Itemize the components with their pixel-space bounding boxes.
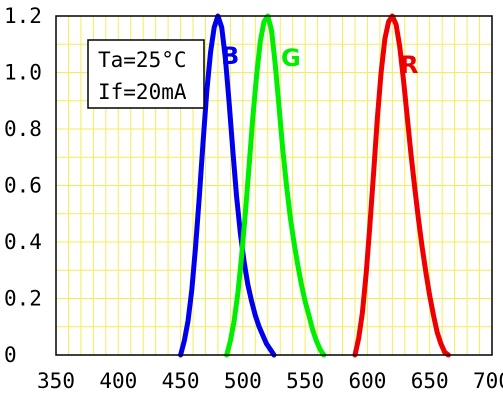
series-tag-b: B xyxy=(221,42,239,70)
y-tick-label: 1.2 xyxy=(4,4,42,28)
plot-border xyxy=(55,15,493,356)
y-tick-label: 0.4 xyxy=(4,230,42,254)
y-tick-label: 0.2 xyxy=(4,287,42,311)
x-tick-label: 700 xyxy=(473,369,503,393)
series-line-g xyxy=(224,13,327,358)
x-tick-label: 350 xyxy=(37,369,75,393)
y-tick-label: 0.6 xyxy=(4,174,42,198)
annotation-box: Ta=25°C If=20mA xyxy=(87,39,205,109)
y-tick-label: 1.0 xyxy=(4,61,42,85)
x-tick-label: 600 xyxy=(348,369,386,393)
annotation-temperature: Ta=25°C xyxy=(98,48,187,72)
x-tick-label: 650 xyxy=(411,369,449,393)
x-axis-ticks: 350 400 450 500 550 600 650 700 xyxy=(37,369,503,393)
y-tick-label: 0.8 xyxy=(4,117,42,141)
x-tick-label: 400 xyxy=(99,369,137,393)
y-tick-label: 0 xyxy=(4,343,17,367)
x-tick-label: 500 xyxy=(224,369,262,393)
series-line-b xyxy=(178,13,277,358)
series-line-r xyxy=(352,13,451,358)
annotation-current: If=20mA xyxy=(98,80,187,104)
series-tag-r: R xyxy=(400,51,418,79)
y-axis-ticks: 0 0.2 0.4 0.6 0.8 1.0 1.2 xyxy=(4,4,42,367)
annotation-rect xyxy=(87,39,205,109)
x-tick-label: 550 xyxy=(286,369,324,393)
series-layer xyxy=(178,13,451,358)
series-tag-g: G xyxy=(281,44,301,72)
series-tags: B G R xyxy=(221,42,418,79)
x-tick-label: 450 xyxy=(162,369,200,393)
